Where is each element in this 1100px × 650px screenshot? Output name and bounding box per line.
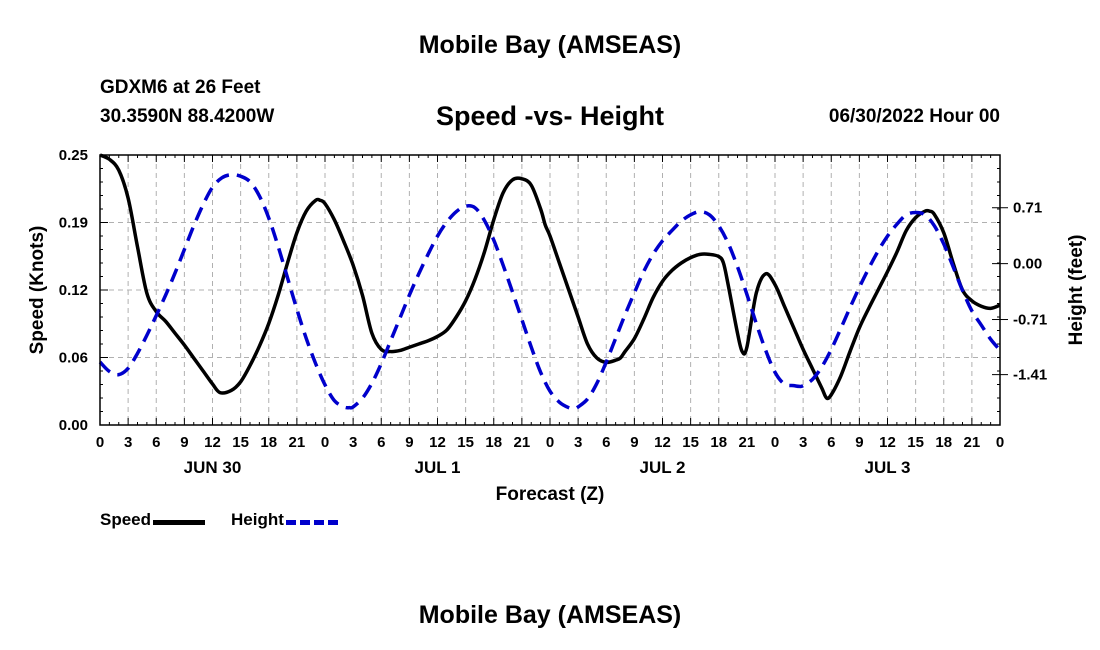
x-tick-label: 12 (204, 434, 221, 451)
y-axis-left-label: Speed (Knots) (27, 226, 48, 355)
legend-item-speed: Speed (100, 510, 206, 530)
x-tick-label: 9 (630, 434, 638, 451)
x-tick-label: 18 (485, 434, 502, 451)
axes: 0 3 6 9 12 15 18 21 0 3 6 9 12 15 18 21 0 3 6 9 12 15 18 21 0 3 6 9… (59, 147, 1047, 477)
footer-title: Mobile Bay (AMSEAS) (418, 601, 682, 629)
x-tick-label: 0 (546, 434, 554, 451)
y-right-tick-label: -0.71 (1013, 312, 1047, 329)
legend-label-height: Height (231, 510, 284, 529)
legend-swatch-height (285, 520, 338, 526)
x-tick-label: 21 (739, 434, 756, 451)
y-left-tick-label: 0.06 (59, 350, 88, 367)
x-tick-label: 6 (377, 434, 385, 451)
x-tick-label: 18 (710, 434, 727, 451)
forecast-datetime: 06/30/2022 Hour 00 (828, 106, 1000, 127)
x-tick-label: 0 (321, 434, 329, 451)
x-tick-label: 9 (855, 434, 863, 451)
x-tick-label: 3 (574, 434, 582, 451)
x-tick-label: 9 (405, 434, 413, 451)
x-tick-label: 6 (602, 434, 610, 451)
x-tick-label: 0 (96, 434, 104, 451)
x-tick-label: 15 (232, 434, 249, 451)
y-right-tick-label: 0.71 (1013, 200, 1042, 217)
x-axis-label: Forecast (Z) (496, 484, 605, 505)
x-tick-label: 12 (879, 434, 896, 451)
date-label: JUN 30 (184, 458, 242, 477)
legend-swatch-speed (153, 520, 206, 526)
x-tick-label: 12 (654, 434, 671, 451)
x-tick-label: 18 (935, 434, 952, 451)
x-tick-label: 0 (996, 434, 1004, 451)
y-right-tick-label: -1.41 (1013, 367, 1047, 384)
y-left-tick-label: 0.00 (59, 417, 88, 434)
date-label: JUL 2 (640, 458, 686, 477)
x-tick-label: 3 (799, 434, 807, 451)
x-tick-label: 21 (514, 434, 531, 451)
x-tick-label: 18 (260, 434, 277, 451)
station-coordinates: 30.3590N 88.4200W (100, 106, 275, 127)
legend-label-speed: Speed (100, 510, 152, 529)
x-tick-label: 3 (349, 434, 357, 451)
y-right-tick-label: 0.00 (1013, 256, 1042, 273)
y-left-tick-label: 0.12 (59, 282, 88, 299)
date-label: JUL 3 (865, 458, 911, 477)
y-left-tick-label: 0.19 (59, 215, 88, 232)
series-line-speed (99, 153, 1001, 401)
x-tick-label: 12 (429, 434, 446, 451)
series-line-height (98, 172, 1002, 411)
y-left-tick-label: 0.25 (59, 147, 88, 164)
x-tick-label: 9 (180, 434, 188, 451)
station-label: GDXM6 at 26 Feet (100, 77, 261, 98)
grid-lines (100, 155, 1000, 425)
legend-item-height: Height (231, 510, 338, 530)
x-tick-label: 0 (771, 434, 779, 451)
y-axis-right-label: Height (feet) (1066, 235, 1087, 346)
x-tick-label: 15 (457, 434, 474, 451)
x-tick-label: 15 (907, 434, 924, 451)
series-lines (98, 153, 1002, 411)
x-tick-label: 15 (682, 434, 699, 451)
x-tick-label: 21 (289, 434, 306, 451)
x-tick-label: 6 (152, 434, 160, 451)
x-tick-label: 3 (124, 434, 132, 451)
x-tick-label: 21 (964, 434, 981, 451)
chart-subtitle: Speed -vs- Height (435, 101, 665, 131)
date-label: JUL 1 (415, 458, 461, 477)
chart-title: Mobile Bay (AMSEAS) (418, 31, 682, 59)
x-tick-label: 6 (827, 434, 835, 451)
